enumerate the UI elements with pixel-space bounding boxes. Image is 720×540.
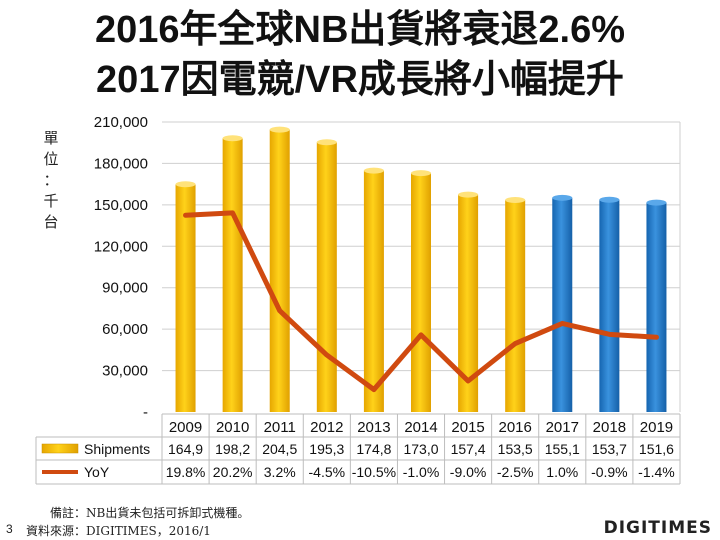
- y-tick-label: 90,000: [102, 280, 148, 297]
- unit-char: 千: [43, 192, 59, 210]
- bar: [363, 170, 384, 412]
- bar: [222, 138, 243, 413]
- bar-top: [646, 199, 667, 206]
- bar: [269, 129, 290, 412]
- x-tick-label: 2017: [546, 419, 579, 436]
- x-tick-label: 2010: [216, 419, 249, 436]
- legend-key-shipments: [41, 443, 79, 454]
- bar-top: [316, 139, 337, 146]
- yoy-value-label: -2.5%: [497, 464, 534, 480]
- y-tick-label: 210,000: [94, 114, 148, 131]
- bar-top: [552, 194, 573, 201]
- yoy-line-layer: [183, 210, 659, 393]
- yoy-value-label: -9.0%: [450, 464, 487, 480]
- yoy-value-label: -0.9%: [591, 464, 628, 480]
- shipments-value-label: 195,3: [309, 441, 344, 457]
- bar: [458, 194, 479, 412]
- x-tick-label: 2011: [264, 419, 296, 436]
- shipments-value-label: 204,5: [262, 441, 297, 457]
- source-note: 資料來源：DIGITIMES，2016/1: [26, 524, 211, 538]
- y-tick-label: 120,000: [94, 238, 148, 255]
- yoy-value-label: 3.2%: [264, 464, 296, 480]
- bar-top: [411, 170, 431, 177]
- yoy-value-label: 1.0%: [546, 464, 578, 480]
- bar-top: [363, 167, 384, 174]
- yoy-value-label: -1.4%: [638, 464, 675, 480]
- unit-char: ：: [43, 171, 59, 189]
- unit-char: 單: [43, 129, 59, 147]
- bar-top: [269, 126, 290, 133]
- bar-top: [222, 135, 243, 142]
- unit-label: 單 位 ： 千 台: [40, 128, 62, 233]
- shipments-value-label: 173,0: [403, 441, 438, 457]
- yoy-value-label: -1.0%: [403, 464, 440, 480]
- legend-label-yoy: YoY: [84, 464, 110, 480]
- bar-top: [505, 197, 526, 204]
- data-table: 2009 2010 2011 2012 2013 2014 2015 2016 2017 2018…: [35, 413, 681, 485]
- bar-top: [599, 196, 620, 203]
- unit-char: 台: [43, 213, 59, 231]
- shipments-value-label: 153,5: [498, 441, 533, 457]
- page-number: 3: [6, 522, 13, 536]
- bar-top: [175, 181, 196, 188]
- shipments-value-label: 155,1: [545, 441, 580, 457]
- shipments-value-label: 164,9: [168, 441, 203, 457]
- x-tick-label: 2015: [451, 419, 484, 436]
- y-tick-label: 60,000: [102, 321, 148, 338]
- bar: [505, 200, 526, 412]
- x-tick-label: 2013: [357, 419, 390, 436]
- footnote: 備註：NB出貨未包括可拆卸式機種。: [50, 506, 250, 520]
- yoy-value-label: 19.8%: [166, 464, 206, 480]
- x-tick-label: 2016: [498, 419, 531, 436]
- x-tick-label: 2018: [593, 419, 626, 436]
- x-tick-label: 2019: [640, 419, 673, 436]
- bar-top: [458, 191, 479, 198]
- bar: [646, 202, 667, 412]
- shipments-value-label: 153,7: [592, 441, 627, 457]
- bars: [175, 126, 667, 413]
- unit-char: 位: [43, 150, 59, 168]
- x-tick-label: 2014: [404, 419, 437, 436]
- shipments-value-label: 151,6: [639, 441, 674, 457]
- legend-label-shipments: Shipments: [84, 441, 150, 457]
- yoy-value-label: 20.2%: [213, 464, 253, 480]
- y-tick-label: -: [143, 404, 148, 421]
- title-line-2: 2017因電競/VR成長將小幅提升: [96, 59, 624, 101]
- y-tick-label: 180,000: [94, 155, 148, 172]
- digitimes-logo: DIGITIMES: [603, 518, 712, 538]
- title-line-1: 2016年全球NB出貨將衰退2.6%: [94, 9, 626, 51]
- y-axis-ticks: - 30,000 60,000 90,000 120,000 150,000 180,000…: [94, 114, 148, 421]
- shipments-value-label: 157,4: [451, 441, 486, 457]
- bar: [175, 184, 196, 412]
- y-tick-label: 150,000: [94, 197, 148, 214]
- yoy-value-label: -10.5%: [352, 464, 396, 480]
- bar: [599, 199, 620, 412]
- yoy-value-label: -4.5%: [309, 464, 346, 480]
- x-tick-label: 2012: [310, 419, 343, 436]
- shipments-value-label: 174,8: [356, 441, 391, 457]
- bar: [552, 197, 573, 412]
- x-tick-label: 2009: [169, 419, 202, 436]
- bar: [411, 173, 431, 412]
- bar: [316, 142, 337, 413]
- y-tick-label: 30,000: [102, 363, 148, 380]
- shipments-value-label: 198,2: [215, 441, 250, 457]
